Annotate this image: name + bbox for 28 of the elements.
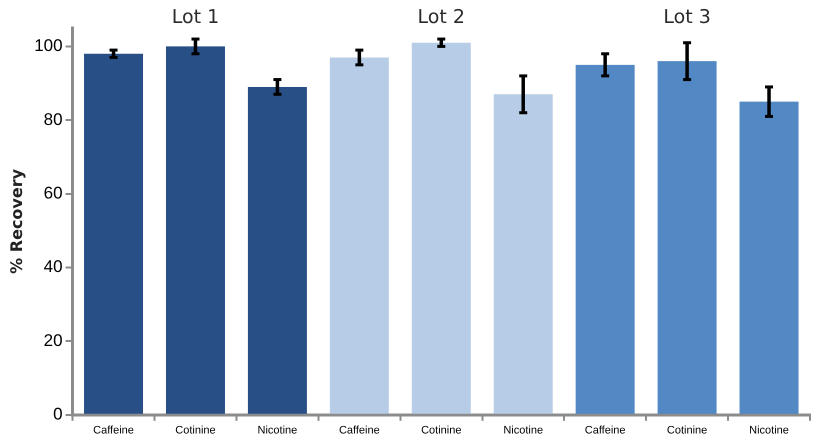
bar bbox=[166, 46, 225, 414]
bar bbox=[412, 42, 471, 414]
y-axis-title: % Recovery bbox=[6, 168, 26, 274]
y-tick-label: 60 bbox=[44, 183, 63, 202]
x-tick-label: Nicotine bbox=[258, 424, 298, 436]
x-tick-label: Caffeine bbox=[338, 424, 380, 436]
bar bbox=[84, 54, 144, 414]
bar bbox=[658, 61, 717, 414]
x-tick-label: Cotinine bbox=[421, 424, 462, 436]
text: Lot 2 bbox=[418, 6, 466, 28]
bar bbox=[576, 64, 635, 414]
x-tick-label: Cotinine bbox=[666, 424, 708, 436]
bar bbox=[248, 86, 307, 414]
text: Lot 3 bbox=[663, 6, 711, 28]
x-tick-label: Caffeine bbox=[93, 424, 134, 436]
x-tick-label: Caffeine bbox=[584, 424, 626, 436]
text: Lot 1 bbox=[172, 6, 220, 28]
bar bbox=[494, 94, 553, 414]
y-tick-label: 0 bbox=[53, 404, 63, 424]
x-tick-label: Cotinine bbox=[175, 424, 216, 436]
bar bbox=[740, 102, 799, 414]
y-tick-label: 100 bbox=[34, 36, 63, 56]
x-tick-label: Nicotine bbox=[749, 424, 789, 436]
y-tick-label: 80 bbox=[44, 110, 63, 129]
y-tick-label: 20 bbox=[44, 330, 63, 350]
bar bbox=[330, 57, 389, 414]
x-tick-label: Nicotine bbox=[503, 424, 544, 436]
y-tick-label: 40 bbox=[44, 257, 63, 276]
